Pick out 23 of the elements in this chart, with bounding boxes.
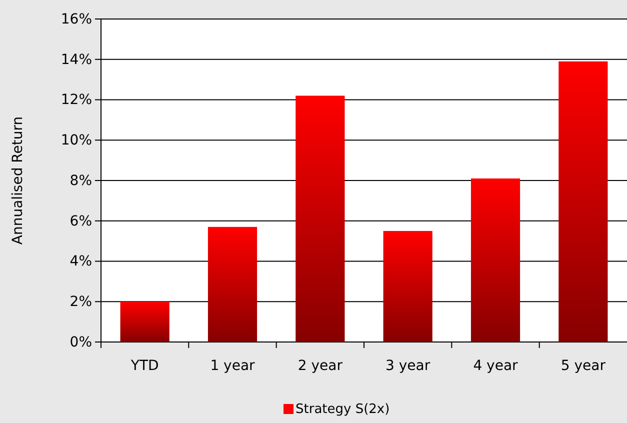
x-tick-label: 5 year [560, 358, 606, 374]
bar [558, 61, 608, 342]
y-tick-label: 6% [70, 213, 92, 230]
y-axis-title: Annualised Return [10, 116, 26, 245]
x-tick-label: 3 year [386, 358, 430, 374]
y-tick-label: 16% [60, 11, 92, 28]
y-tick-label: 2% [70, 294, 92, 310]
y-tick-label: 10% [60, 132, 92, 149]
y-tick-label: 12% [60, 92, 92, 108]
x-tick-label: 1 year [210, 358, 256, 374]
x-tick-label: 2 year [298, 358, 343, 374]
x-tick-label: 4 year [473, 358, 518, 374]
bar [208, 226, 258, 342]
x-tick-label: YTD [130, 358, 159, 374]
y-tick-label: 8% [70, 172, 92, 189]
bar [120, 302, 170, 342]
y-tick-label: 14% [60, 52, 92, 68]
bar [383, 230, 432, 342]
bar [470, 178, 520, 342]
legend-label: Strategy S(2x) [296, 402, 390, 417]
y-tick-label: 4% [70, 254, 92, 270]
y-tick-label: 0% [70, 334, 92, 350]
bar [296, 96, 345, 342]
